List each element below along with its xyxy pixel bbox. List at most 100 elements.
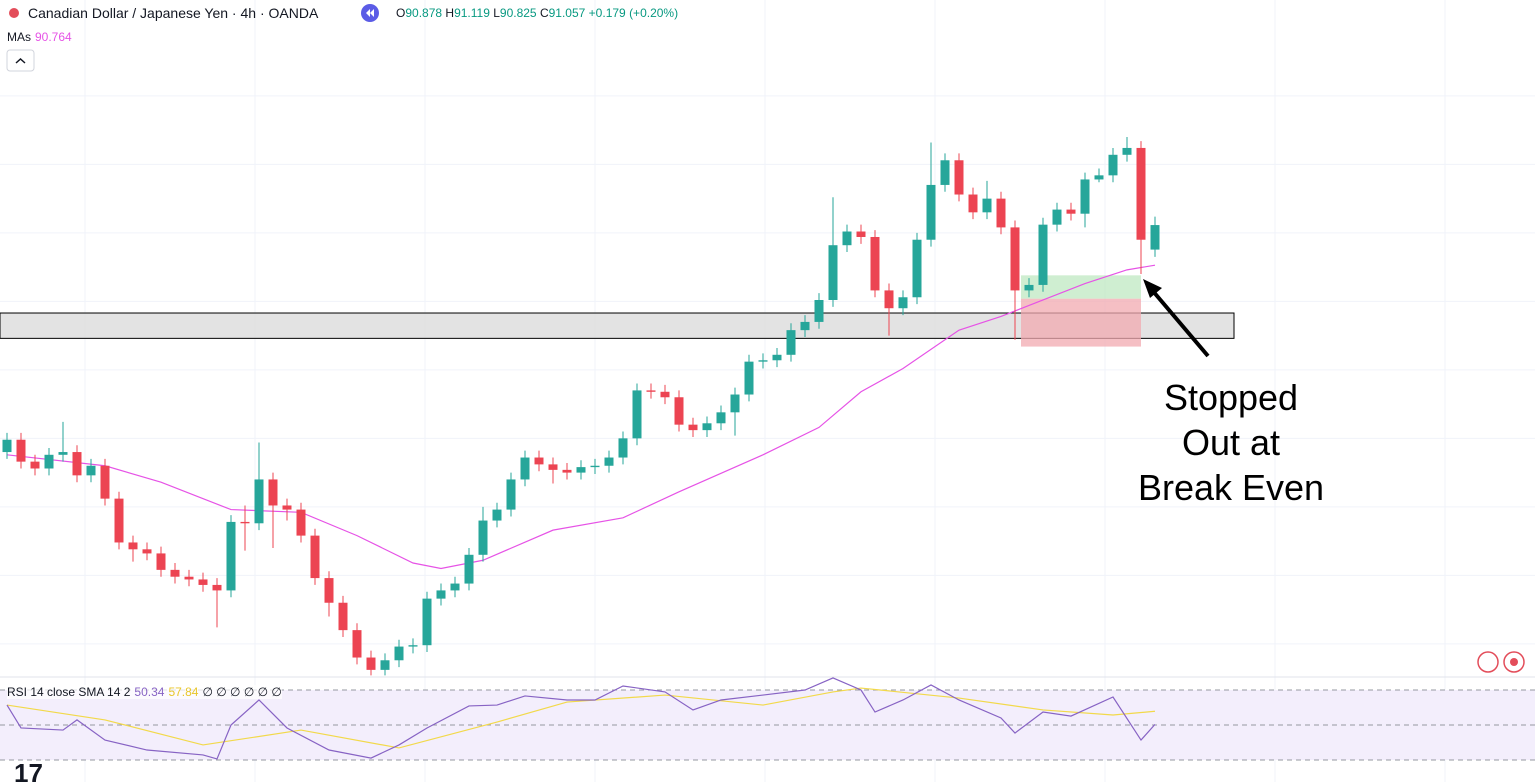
ohlc-label: L <box>493 6 500 20</box>
chart-title: Canadian Dollar / Japanese Yen · 4h · OA… <box>28 5 319 21</box>
candle-body <box>828 245 838 300</box>
candle-body <box>436 590 446 599</box>
annotation: Stopped <box>1164 377 1298 418</box>
candle-body <box>338 602 348 631</box>
candle-body <box>604 457 614 466</box>
candle-body <box>870 236 880 291</box>
layers <box>0 95 1535 761</box>
candle-body <box>86 465 96 476</box>
candle-body <box>128 542 138 550</box>
annotation: Break Even <box>1138 467 1324 508</box>
ohlc-label: H <box>445 6 455 20</box>
ma-legend: MAs 90.764 <box>7 30 72 44</box>
candle-body <box>786 330 796 355</box>
candle-body <box>940 160 950 185</box>
rsi-name: RSI 14 close SMA 14 2 <box>7 685 131 699</box>
candle-body <box>632 390 642 439</box>
candle-body <box>758 360 768 362</box>
candle-body <box>688 424 698 431</box>
vertical-grid <box>84 0 1446 782</box>
candle-body <box>1080 179 1090 214</box>
flag-icon[interactable] <box>1477 651 1499 673</box>
candle-body <box>478 520 488 555</box>
candle-body <box>296 509 306 536</box>
candle-body <box>254 479 264 524</box>
candle-body <box>170 569 180 577</box>
change: +0.179 <box>588 6 626 20</box>
candle-body <box>660 391 670 398</box>
candle-body <box>142 549 152 554</box>
candle-body <box>1094 175 1104 180</box>
zone <box>1021 275 1141 299</box>
candle-body <box>212 584 222 591</box>
candle-body <box>1150 225 1160 250</box>
ohlc-value: 90.878 <box>405 6 443 20</box>
collapse-button[interactable] <box>6 49 35 72</box>
candle-body <box>282 505 292 510</box>
ohlc-label: C <box>539 6 549 20</box>
candle-body <box>16 439 26 462</box>
candle-body <box>1052 209 1062 225</box>
candle-body <box>226 521 236 591</box>
candle-body <box>240 521 250 524</box>
candle-body <box>968 194 978 213</box>
flag-icon[interactable] <box>1503 651 1525 673</box>
candle-body <box>898 297 908 309</box>
candle-body <box>576 467 586 473</box>
candle-body <box>1108 154 1118 176</box>
candle-body <box>926 184 936 240</box>
candle-body <box>730 394 740 413</box>
rsi-sma-line <box>6 687 1156 749</box>
candle-body <box>2 439 12 453</box>
candle-body <box>198 579 208 585</box>
candle-body <box>1122 147 1132 155</box>
candle-body <box>534 457 544 465</box>
candle-body <box>100 465 110 499</box>
candle-body <box>562 469 572 473</box>
ma-value: 90.764 <box>35 30 72 44</box>
ohlc-row: O 90.878 H 91.119 L 90.825 C 91.057 +0.179 (… <box>396 6 678 20</box>
candle-body <box>324 578 334 603</box>
candle-body <box>954 160 964 195</box>
ma-line <box>6 264 1156 570</box>
candle-body <box>996 198 1006 228</box>
rsi-value: 50.34 <box>134 685 165 699</box>
candle-body <box>268 479 278 506</box>
symbol-icon <box>9 8 19 18</box>
zone <box>1021 298 1141 347</box>
candle-body <box>394 646 404 661</box>
candle-body <box>1024 284 1034 291</box>
candle-body <box>814 300 824 322</box>
candle-body <box>450 583 460 591</box>
candle-body <box>982 198 992 213</box>
candle-body <box>912 239 922 298</box>
candle-body <box>1038 224 1048 285</box>
candle-body <box>408 645 418 647</box>
candle-body <box>772 354 782 361</box>
candle-body <box>184 576 194 580</box>
candle-body <box>842 231 852 246</box>
collapse-chevron <box>15 57 26 64</box>
candle-body <box>674 397 684 425</box>
candle-body <box>646 390 656 392</box>
rsi-sma-value: 57.84 <box>168 685 199 699</box>
candle-body <box>520 457 530 480</box>
arrow <box>1150 288 1210 358</box>
candle-body <box>58 452 68 455</box>
candle-body <box>30 461 40 469</box>
candle-body <box>1010 227 1020 291</box>
change-pct: (+0.20%) <box>629 6 679 20</box>
ohlc-value: 90.825 <box>499 6 537 20</box>
rsi-line <box>6 677 1156 760</box>
candle-body <box>352 630 362 658</box>
candle-body <box>590 465 600 468</box>
ohlc-value: 91.057 <box>548 6 586 20</box>
candle-body <box>422 598 432 646</box>
candle-body <box>548 464 558 470</box>
candle-body <box>884 290 894 309</box>
candle-body <box>44 454 54 469</box>
candle-body <box>380 660 390 670</box>
candle-body <box>310 535 320 579</box>
